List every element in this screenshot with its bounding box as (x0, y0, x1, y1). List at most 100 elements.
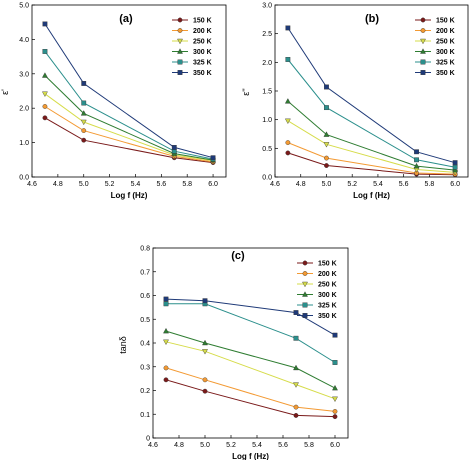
x-tick-label: 5.0 (200, 442, 210, 449)
legend-label: 325 K (436, 60, 455, 67)
legend-marker (177, 28, 183, 33)
data-point (285, 140, 291, 146)
x-tick-label: 4.6 (148, 442, 158, 449)
x-axis-label: Log f (Hz) (111, 191, 148, 200)
x-tick-label: 5.4 (131, 181, 141, 188)
data-point (332, 408, 338, 414)
x-tick-label: 5.4 (373, 181, 383, 188)
data-point (202, 339, 208, 346)
x-tick-label: 5.2 (226, 442, 236, 449)
data-point (42, 115, 48, 121)
series-line-150k (165, 379, 336, 418)
y-tick-label: 1.0 (262, 117, 272, 124)
data-point (293, 413, 299, 418)
series-line-150k (44, 117, 214, 164)
legend-label: 150 K (436, 18, 455, 25)
data-point (324, 84, 329, 90)
legend-label: 325 K (193, 60, 212, 67)
data-point (324, 163, 329, 168)
legend: 150 K 200 K 250 K 300 K 325 K 350 K (297, 261, 337, 320)
legend-marker (420, 17, 426, 23)
x-axis-label: Log f (Hz) (353, 191, 390, 200)
legend-label: 350 K (318, 313, 337, 320)
x-tick-label: 6.0 (330, 442, 340, 449)
y-tick-label: 0.8 (140, 246, 150, 253)
x-tick-label: 5.8 (304, 442, 314, 449)
legend-marker (420, 48, 426, 54)
y-tick-label: 4.0 (19, 37, 29, 44)
series-line-150k (287, 152, 456, 176)
x-tick-label: 5.6 (399, 181, 409, 188)
series-line-300k (165, 330, 336, 389)
data-point (332, 332, 338, 338)
data-point (80, 119, 87, 126)
data-point (202, 298, 208, 304)
data-point (42, 49, 48, 54)
x-tick-label: 5.4 (252, 442, 262, 449)
data-point (324, 155, 329, 161)
legend-marker (420, 59, 426, 65)
x-tick-label: 4.6 (270, 181, 280, 188)
legend-label: 300 K (193, 49, 212, 56)
data-point (323, 142, 330, 148)
data-point (202, 377, 208, 383)
data-point (452, 166, 459, 173)
data-point (171, 145, 177, 150)
y-tick-label: 1.5 (262, 89, 272, 96)
data-point (413, 162, 420, 169)
data-point (285, 25, 291, 31)
x-tick-label: 4.8 (296, 181, 306, 188)
y-tick-label: 2.0 (19, 106, 29, 113)
legend-marker (177, 59, 183, 65)
legend-marker (302, 271, 308, 276)
data-point (414, 149, 419, 155)
data-point (284, 98, 291, 104)
y-axis-label: ε' (0, 89, 10, 95)
series-line-250k (44, 93, 214, 162)
plot-frame (31, 4, 227, 178)
legend: 150 K 200 K 250 K 300 K 325 K 350 K (415, 17, 455, 77)
x-tick-label: 5.8 (425, 181, 435, 188)
series-line-350k (165, 298, 336, 336)
y-tick-label: 1.0 (19, 140, 29, 147)
panel-label: (b) (365, 13, 379, 25)
y-tick-label: 0.5 (262, 146, 272, 153)
y-tick-label: 0.0 (19, 175, 29, 182)
legend-label: 350 K (436, 70, 455, 77)
series-line-200k (287, 142, 456, 175)
legend-label: 350 K (193, 70, 212, 77)
y-tick-label: 3.0 (19, 71, 29, 78)
x-tick-label: 4.8 (174, 442, 184, 449)
legend-label: 200 K (436, 28, 455, 35)
y-tick-label: 0.7 (140, 269, 150, 276)
legend-label: 250 K (436, 39, 455, 46)
legend-label: 200 K (193, 28, 212, 35)
data-point (293, 310, 299, 315)
data-point (81, 137, 87, 143)
data-point (41, 91, 48, 97)
legend-marker (420, 28, 426, 33)
data-point (163, 301, 169, 307)
data-point (81, 128, 87, 133)
data-point (332, 414, 338, 420)
legend-label: 200 K (318, 271, 337, 278)
data-point (323, 131, 330, 137)
data-point (324, 105, 329, 111)
legend-marker (177, 17, 183, 23)
legend-label: 150 K (318, 261, 337, 268)
data-point (163, 327, 169, 334)
x-tick-label: 5.0 (79, 181, 89, 188)
series-line-325k (44, 51, 214, 160)
data-point (163, 339, 169, 346)
y-axis-label: ε'' (241, 88, 251, 96)
legend-marker (177, 38, 183, 45)
legend-marker (302, 302, 308, 308)
data-point (293, 382, 299, 388)
data-point (202, 388, 208, 394)
x-tick-label: 5.2 (347, 181, 357, 188)
series-line-250k (287, 120, 456, 173)
series-line-350k (44, 23, 214, 159)
x-tick-label: 4.8 (53, 181, 63, 188)
y-tick-label: 5.0 (19, 3, 29, 10)
